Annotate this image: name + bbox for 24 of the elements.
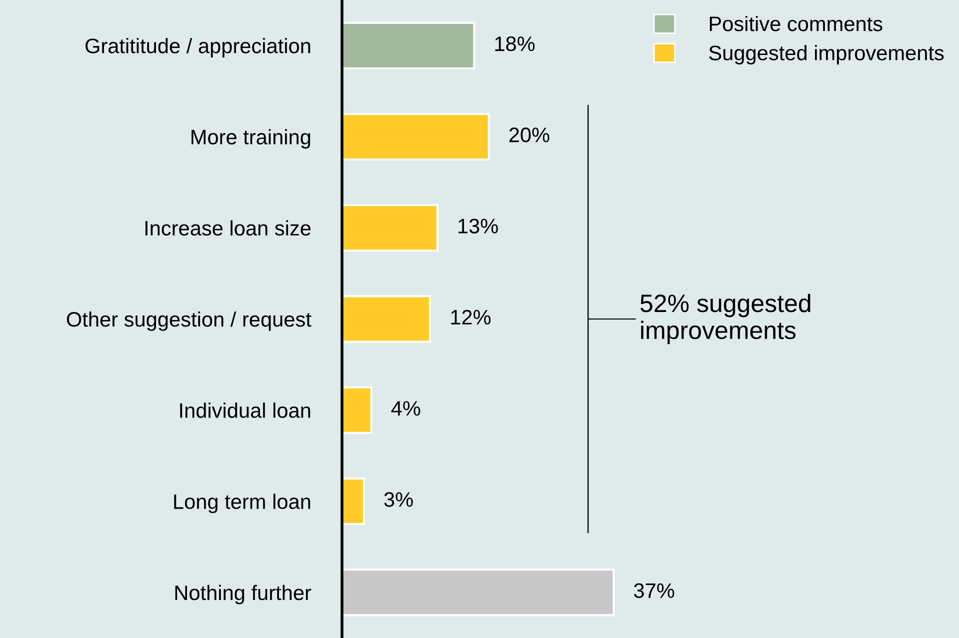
- y-tick-label: Nothing further: [175, 584, 312, 604]
- y-tick-label: Increase loan size: [145, 220, 311, 236]
- bar: [342, 477, 366, 526]
- bar: [342, 386, 372, 434]
- y-tick-label: Gratititude / appreciation: [86, 38, 310, 58]
- bar: [342, 295, 432, 343]
- y-tick-label: Other suggestion / request: [66, 311, 312, 331]
- y-tick-label: Individual loan: [180, 402, 310, 418]
- data-label: 4%: [391, 401, 420, 416]
- annotation: 52% suggested improvements: [640, 294, 810, 344]
- bar: [342, 204, 439, 252]
- y-tick-label: More training: [192, 129, 310, 149]
- legend-label: Suggested improvements: [709, 45, 944, 64]
- data-label: 18%: [495, 36, 535, 52]
- data-label: 12%: [451, 310, 491, 325]
- data-label: 3%: [384, 492, 413, 507]
- data-label: 13%: [458, 218, 498, 234]
- bar: [342, 22, 476, 70]
- bar: [342, 568, 615, 616]
- legend-label: Positive comments: [710, 16, 882, 32]
- data-label: 37%: [634, 583, 674, 598]
- bar: [342, 112, 490, 161]
- y-tick-label: Long term loan: [174, 494, 310, 514]
- data-label: 20%: [509, 128, 550, 142]
